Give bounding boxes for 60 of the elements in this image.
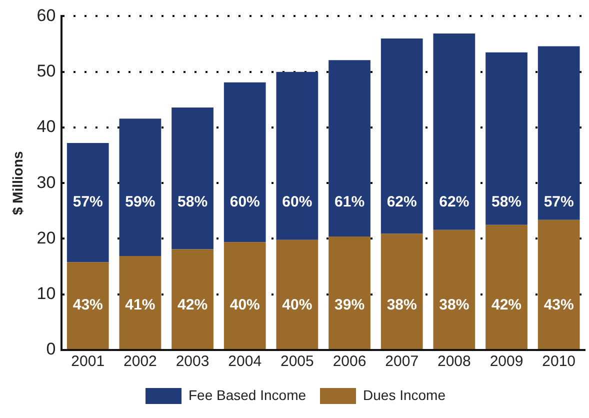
annotation: 41% — [125, 296, 156, 314]
annotation: 43% — [544, 296, 574, 314]
bar — [380, 234, 423, 349]
x-tick-label: 2009 — [490, 353, 524, 370]
legend-label: Fee Based Income — [188, 386, 306, 403]
annotation: 58% — [491, 194, 522, 211]
annotation: 42% — [178, 296, 208, 314]
annotation: 38% — [386, 296, 417, 314]
annotation: 62% — [386, 194, 417, 211]
x-tick-label: 2001 — [71, 353, 105, 370]
bar — [66, 262, 109, 349]
y-tick-label: 40 — [36, 117, 56, 136]
y-tick-label: 60 — [36, 6, 56, 25]
y-axis-title: $ Millions — [9, 151, 26, 215]
bar — [486, 224, 528, 349]
bar — [433, 230, 476, 349]
legend-label: Dues Income — [363, 386, 446, 403]
annotation: 38% — [439, 296, 470, 314]
y-tick-label: 50 — [36, 62, 56, 81]
bar — [328, 60, 370, 237]
y-tick-label: 20 — [36, 228, 56, 248]
bar — [538, 46, 580, 220]
bar — [328, 236, 370, 349]
bar — [172, 107, 214, 250]
annotation: 42% — [491, 296, 522, 314]
annotation: 59% — [125, 194, 156, 211]
annotation: 43% — [72, 296, 103, 314]
bar — [119, 118, 162, 256]
x-tick-label: 2005 — [280, 353, 314, 370]
annotation: 58% — [178, 194, 208, 211]
annotation: 60% — [230, 194, 260, 211]
bar — [486, 52, 528, 225]
bar — [172, 249, 214, 349]
annotation: 57% — [72, 194, 103, 211]
annotation: 57% — [544, 194, 574, 211]
annotation: 62% — [439, 194, 470, 211]
x-tick-label: 2007 — [385, 353, 419, 370]
y-tick-label: 10 — [36, 284, 56, 304]
bar — [224, 242, 266, 349]
bar — [276, 72, 318, 240]
annotation: 39% — [334, 296, 365, 314]
x-tick-label: 2006 — [332, 353, 366, 370]
bar — [276, 240, 318, 349]
annotation: 40% — [230, 296, 260, 314]
annotation: 40% — [282, 296, 312, 314]
bar — [433, 33, 476, 230]
bar — [66, 143, 109, 262]
annotation: 61% — [334, 194, 365, 211]
x-tick-label: 2003 — [176, 353, 210, 370]
x-tick-label: 2004 — [228, 353, 262, 370]
x-tick-label: 2008 — [437, 353, 471, 370]
annotation: 60% — [282, 194, 312, 211]
y-tick-label: 30 — [36, 172, 56, 192]
bar — [119, 256, 162, 349]
bar — [380, 38, 423, 234]
x-tick-label: 2010 — [542, 353, 576, 370]
bar — [538, 220, 580, 349]
bar — [224, 82, 266, 242]
x-tick-label: 2002 — [124, 353, 157, 370]
y-tick-label: 0 — [46, 340, 56, 359]
